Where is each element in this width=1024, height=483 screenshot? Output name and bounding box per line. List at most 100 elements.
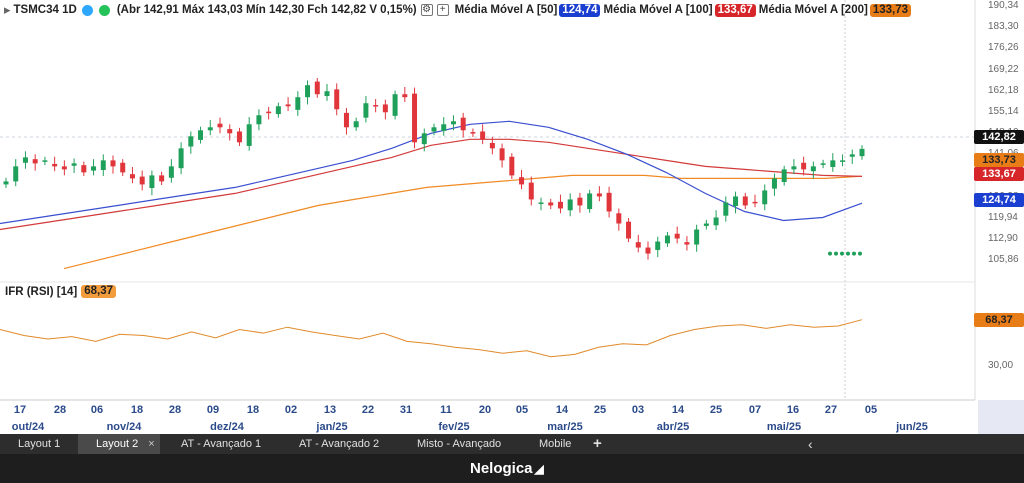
scale-corner — [978, 400, 1024, 434]
candle — [470, 128, 476, 137]
symbol-label[interactable]: TSMC34 1D — [13, 4, 77, 16]
time-tick-month: mar/25 — [547, 421, 583, 433]
candle — [275, 102, 281, 118]
settings-button[interactable]: ⚙ — [420, 4, 433, 16]
time-tick-month: fev/25 — [438, 421, 470, 433]
price-tick: 112,90 — [988, 232, 1018, 244]
time-tick-month: abr/25 — [656, 421, 690, 433]
add-indicator-button[interactable]: + — [436, 4, 449, 16]
candle — [363, 96, 369, 123]
price-chart[interactable] — [0, 0, 1024, 434]
time-tick-day: 27 — [824, 404, 838, 416]
time-tick-day: 20 — [478, 404, 492, 416]
candle — [830, 153, 836, 172]
candle — [713, 210, 719, 231]
candle — [217, 117, 223, 134]
candle — [509, 153, 515, 180]
tab-misto-avancado[interactable]: Misto - Avançado — [399, 434, 521, 454]
time-tick-day: 03 — [631, 404, 645, 416]
candle — [61, 160, 67, 176]
price-tick: 162,18 — [988, 84, 1019, 96]
time-tick-month: dez/24 — [210, 421, 244, 433]
price-tick: 176,26 — [988, 42, 1019, 54]
candle — [285, 97, 291, 112]
candle — [412, 87, 418, 149]
candle — [71, 158, 77, 173]
tab-label: Layout 2 — [96, 438, 139, 450]
ma50-label[interactable]: Média Móvel A [50] — [454, 4, 558, 16]
candle — [431, 123, 437, 136]
candle — [820, 159, 826, 169]
signal-marker — [834, 251, 838, 256]
candle — [480, 124, 486, 145]
expand-icon[interactable]: ▸ — [4, 2, 11, 17]
tab-label: AT - Avançado 1 — [181, 438, 262, 450]
time-tick-day: 05 — [515, 404, 529, 416]
close-icon[interactable]: × — [148, 438, 155, 450]
time-tick-month: out/24 — [11, 421, 45, 433]
candle — [441, 117, 447, 136]
ma100-value: 133,67 — [714, 3, 756, 17]
ma50-value: 124,74 — [559, 3, 601, 17]
candle — [616, 208, 622, 231]
ma200-label[interactable]: Média Móvel A [200] — [758, 4, 868, 16]
time-tick-day: 02 — [284, 404, 298, 416]
candle — [246, 117, 252, 151]
candle — [305, 80, 311, 105]
time-tick-month: nov/24 — [106, 421, 142, 433]
candle — [256, 109, 262, 131]
time-tick-month: jan/25 — [316, 421, 348, 433]
candle — [32, 154, 38, 171]
candle — [198, 126, 204, 144]
scroll-tabs-left-icon[interactable]: ‹ — [808, 436, 813, 452]
candle — [723, 196, 729, 222]
tab-layout-2[interactable]: Layout 2 × — [78, 434, 160, 454]
status-dot-green-icon — [98, 4, 110, 16]
candle — [557, 194, 563, 214]
tab-label: Layout 1 — [18, 438, 61, 450]
time-tick-day: 18 — [246, 404, 260, 416]
time-tick-day: 22 — [361, 404, 375, 416]
candle — [538, 197, 544, 211]
status-dot-blue-icon — [81, 4, 93, 16]
candle — [178, 142, 184, 175]
ma100-label[interactable]: Média Móvel A [100] — [603, 4, 713, 16]
tab-at-avancado-1[interactable]: AT - Avançado 1 — [163, 434, 281, 454]
tab-layout-1[interactable]: Layout 1 — [0, 434, 78, 454]
tab-mobile[interactable]: Mobile — [521, 434, 587, 454]
candle — [139, 170, 145, 191]
tab-label: AT - Avançado 2 — [299, 438, 380, 450]
candle — [42, 156, 48, 166]
rsi-value: 68,37 — [81, 285, 116, 298]
time-tick-day: 25 — [709, 404, 723, 416]
candle — [373, 99, 379, 113]
time-tick-month: jun/25 — [896, 421, 928, 433]
candle — [100, 154, 106, 176]
time-tick-day: 07 — [748, 404, 762, 416]
candle — [91, 159, 97, 176]
candle — [392, 90, 398, 120]
chart-legend: ▸ TSMC34 1D (Abr 142,91 Máx 143,03 Mín 1… — [4, 2, 912, 18]
signal-marker — [828, 251, 832, 256]
candle — [762, 184, 768, 211]
layout-tab-bar: Layout 1 Layout 2 × AT - Avançado 1 AT - … — [0, 434, 1024, 454]
candle — [324, 83, 330, 101]
time-tick-day: 28 — [53, 404, 67, 416]
tab-at-avancado-2[interactable]: AT - Avançado 2 — [281, 434, 399, 454]
candle — [626, 218, 632, 243]
time-tick-day: 14 — [671, 404, 685, 416]
time-tick-day: 05 — [864, 404, 878, 416]
add-tab-button[interactable]: + — [593, 435, 602, 452]
candle — [849, 149, 855, 164]
candle — [188, 131, 194, 154]
candle — [801, 156, 807, 176]
rsi-legend[interactable]: IFR (RSI) [14] 68,37 — [5, 285, 116, 298]
candle — [674, 226, 680, 244]
rsi-line — [0, 319, 863, 358]
candle — [859, 145, 865, 160]
candle — [645, 241, 651, 260]
footer-bar — [0, 454, 1024, 483]
candle — [334, 83, 340, 116]
candle — [382, 99, 388, 120]
